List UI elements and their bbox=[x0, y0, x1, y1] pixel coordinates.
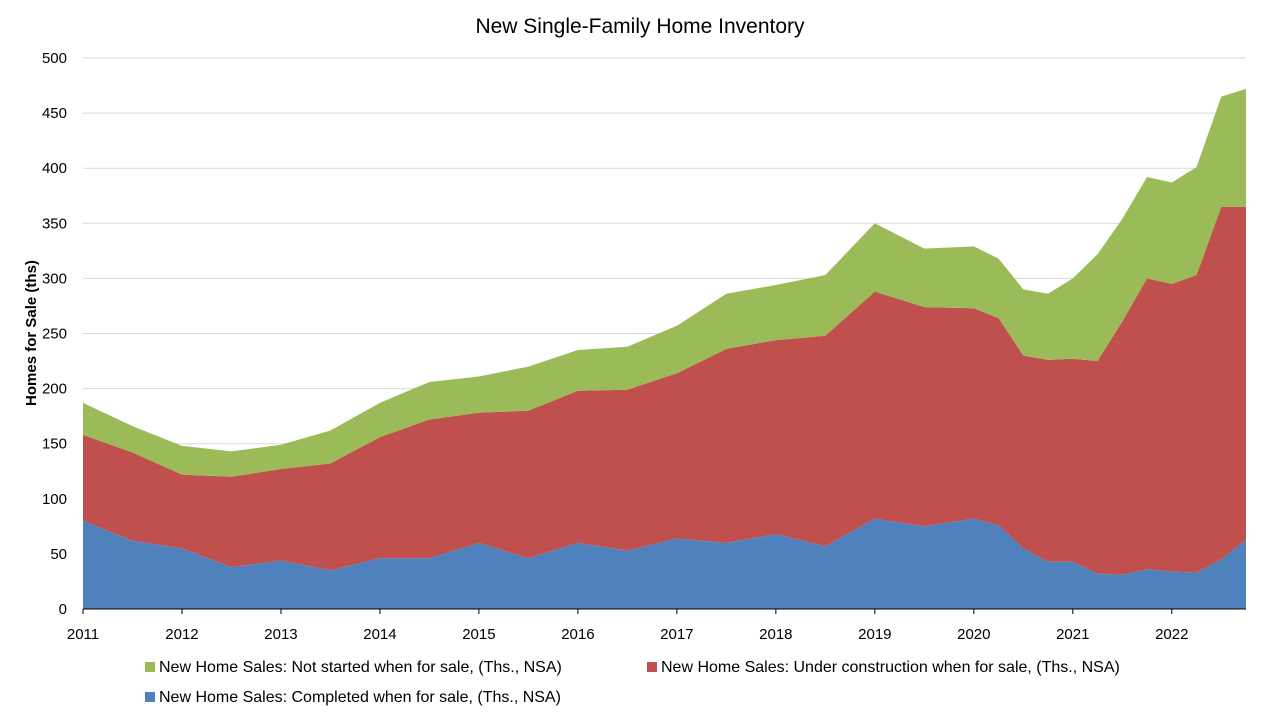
area-series-2 bbox=[83, 88, 1246, 477]
area-series-1 bbox=[83, 206, 1246, 575]
y-tick-label: 0 bbox=[59, 601, 67, 618]
x-tick-label: 2015 bbox=[462, 626, 495, 643]
plot-areas bbox=[83, 88, 1246, 609]
y-tick-label: 400 bbox=[42, 160, 67, 177]
y-tick-label: 50 bbox=[50, 546, 67, 563]
y-tick-label: 450 bbox=[42, 105, 67, 122]
x-tick-label: 2016 bbox=[561, 626, 594, 643]
y-tick-label: 250 bbox=[42, 326, 67, 343]
y-tick-labels: 0 50 100 150 200 250 300 350 400 450 500 bbox=[42, 50, 67, 618]
legend-label: New Home Sales: Under construction when … bbox=[661, 659, 1120, 676]
y-tick-label: 300 bbox=[42, 270, 67, 287]
y-tick-label: 200 bbox=[42, 381, 67, 398]
legend-label: New Home Sales: Not started when for sal… bbox=[159, 659, 562, 676]
y-tick-label: 100 bbox=[42, 491, 67, 508]
legend-label: New Home Sales: Completed when for sale,… bbox=[159, 689, 561, 706]
y-axis-label: Homes for Sale (ths) bbox=[23, 260, 40, 406]
x-tick-label: 2018 bbox=[759, 626, 792, 643]
x-tick-label: 2013 bbox=[264, 626, 297, 643]
x-tick-label: 2020 bbox=[957, 626, 990, 643]
y-tick-label: 350 bbox=[42, 215, 67, 232]
legend-swatch bbox=[647, 662, 657, 672]
legend: New Home Sales: Not started when for sal… bbox=[145, 659, 1120, 706]
y-tick-label: 150 bbox=[42, 436, 67, 453]
x-tick-label: 2019 bbox=[858, 626, 891, 643]
area-series-0 bbox=[83, 518, 1246, 609]
y-tick-label: 500 bbox=[42, 50, 67, 67]
x-tick-labels: 2011 2012 2013 2014 2015 2016 2017 2018 2019 2020… bbox=[67, 609, 1188, 643]
chart-title: New Single-Family Home Inventory bbox=[475, 15, 805, 38]
legend-swatch bbox=[145, 692, 155, 702]
x-tick-label: 2021 bbox=[1056, 626, 1089, 643]
x-tick-label: 2014 bbox=[363, 626, 396, 643]
x-tick-label: 2017 bbox=[660, 626, 693, 643]
x-tick-label: 2011 bbox=[67, 626, 99, 643]
x-tick-label: 2012 bbox=[165, 626, 198, 643]
legend-swatch bbox=[145, 662, 155, 672]
x-tick-label: 2022 bbox=[1155, 626, 1188, 643]
